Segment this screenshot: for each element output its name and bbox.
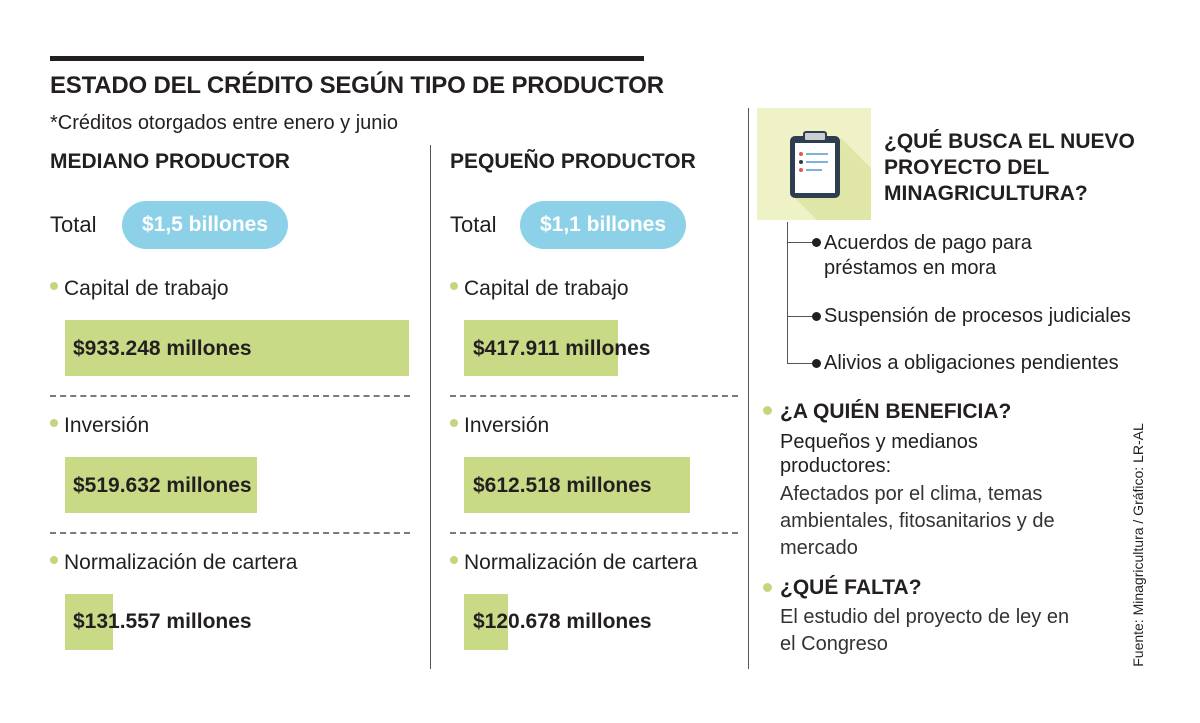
sidebar-question: ¿QUÉ BUSCA EL NUEVO PROYECTO DEL MINAGRI… [884, 130, 1135, 205]
tree-branch [787, 242, 814, 243]
bar [464, 594, 508, 650]
bar [464, 320, 618, 376]
beneficia-body: Afectados por el clima, temas ambientale… [780, 483, 1055, 559]
bar [65, 320, 409, 376]
sidebar-divider [748, 108, 749, 669]
clipboard-icon [790, 131, 871, 220]
beneficia-dot [763, 405, 778, 423]
divider-dashed [450, 532, 738, 534]
category-dot [50, 556, 58, 565]
divider-dashed [50, 395, 410, 397]
source-credit: Fuente: Minagricultura / Gráfico: LR-AL [1130, 423, 1146, 667]
bar-value-label: $519.632 millones [73, 474, 252, 497]
tree-branch [787, 316, 814, 317]
category-dot [50, 419, 58, 428]
total-pill-pequeno: $1,1 billones [520, 201, 686, 249]
category-label: Normalización de cartera [50, 551, 297, 575]
bar [65, 594, 113, 650]
beneficia-heading: ¿A QUIÉN BENEFICIA? [780, 400, 1012, 423]
category-dot [450, 419, 458, 428]
bar-value-label: $933.248 millones [73, 337, 252, 360]
category-label: Inversión [50, 414, 149, 438]
category-dot [450, 556, 458, 565]
divider-dashed [50, 532, 410, 534]
category-dot [450, 282, 458, 291]
bar-value-label: $120.678 millones [473, 610, 652, 633]
falta-heading: ¿QUÉ FALTA? [780, 576, 922, 599]
sidebar-item: Suspensión de procesos judiciales [824, 305, 1131, 327]
total-label: Total [450, 212, 497, 237]
category-label: Capital de trabajo [50, 277, 229, 301]
bar [65, 457, 257, 513]
category-label: Inversión [450, 414, 549, 438]
bar-value-label: $131.557 millones [73, 610, 252, 633]
bar [464, 457, 690, 513]
category-label: Normalización de cartera [450, 551, 697, 575]
falta-body: El estudio del proyecto de ley en el Con… [780, 606, 1070, 655]
column-divider [430, 145, 431, 669]
beneficia-subheading: Pequeños y medianos productores: [780, 431, 978, 477]
total-label: Total [50, 212, 97, 237]
bullet-dot [812, 359, 821, 368]
series-title-pequeno: PEQUEÑO PRODUCTOR [450, 150, 696, 173]
page-title: ESTADO DEL CRÉDITO SEGÚN TIPO DE PRODUCT… [50, 72, 664, 99]
tree-line [787, 222, 788, 364]
bar-value-label: $612.518 millones [473, 474, 652, 497]
total-pill-mediano: $1,5 billones [122, 201, 288, 249]
bullet-dot [812, 312, 821, 321]
category-dot [50, 282, 58, 291]
falta-dot [763, 582, 778, 600]
sidebar-item: Alivios a obligaciones pendientes [824, 352, 1119, 374]
series-title-mediano: MEDIANO PRODUCTOR [50, 150, 290, 173]
bar-value-label: $417.911 millones [473, 337, 651, 360]
divider-dashed [450, 395, 738, 397]
tree-branch [787, 363, 814, 364]
title-rule [50, 56, 644, 61]
clipboard-icon-box [757, 108, 871, 220]
sidebar-item: Acuerdos de pago para préstamos en mora [824, 232, 1032, 279]
subtitle: *Créditos otorgados entre enero y junio [50, 112, 398, 134]
category-label: Capital de trabajo [450, 277, 629, 301]
bullet-dot [812, 238, 821, 247]
